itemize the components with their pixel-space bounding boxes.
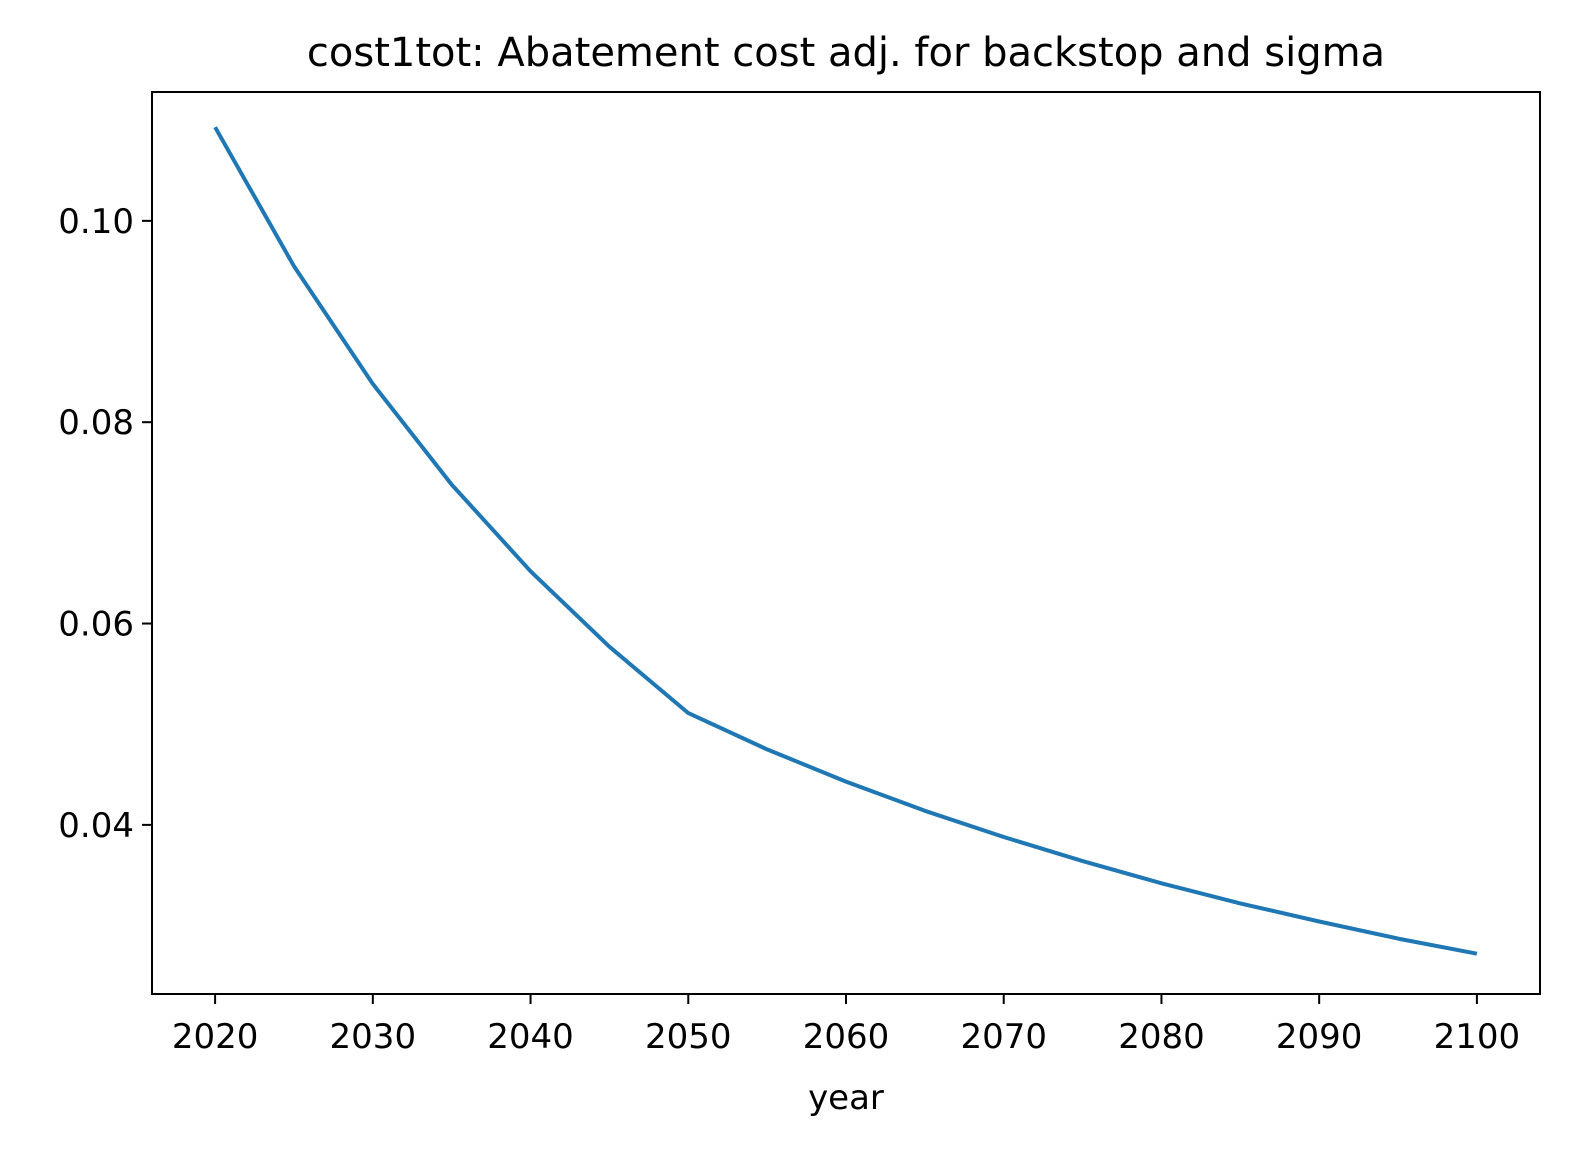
- chart-title: cost1tot: Abatement cost adj. for backst…: [307, 30, 1385, 76]
- x-tick-label: 2090: [1276, 1017, 1363, 1057]
- x-axis: 2020 2030 2040 2050 2060 2070 2080 2090 2100: [172, 994, 1520, 1057]
- x-tick-label: 2100: [1434, 1017, 1521, 1057]
- y-tick-label: 0.08: [58, 403, 134, 443]
- x-tick-label: 2050: [645, 1017, 732, 1057]
- x-tick-label: 2070: [960, 1017, 1047, 1057]
- y-axis: 0.04 0.06 0.08 0.10: [58, 202, 152, 846]
- plot-area: [213, 126, 1478, 956]
- y-tick-label: 0.06: [58, 605, 134, 645]
- x-tick-label: 2040: [487, 1017, 574, 1057]
- x-tick-label: 2020: [172, 1017, 259, 1057]
- x-tick-label: 2060: [803, 1017, 890, 1057]
- y-tick-label: 0.04: [58, 806, 134, 846]
- x-axis-label: year: [808, 1078, 884, 1118]
- x-tick-label: 2030: [330, 1017, 417, 1057]
- plot-frame: [151, 91, 1541, 995]
- y-tick-label: 0.10: [58, 202, 134, 242]
- series-line: [213, 126, 1478, 956]
- x-tick-label: 2080: [1118, 1017, 1205, 1057]
